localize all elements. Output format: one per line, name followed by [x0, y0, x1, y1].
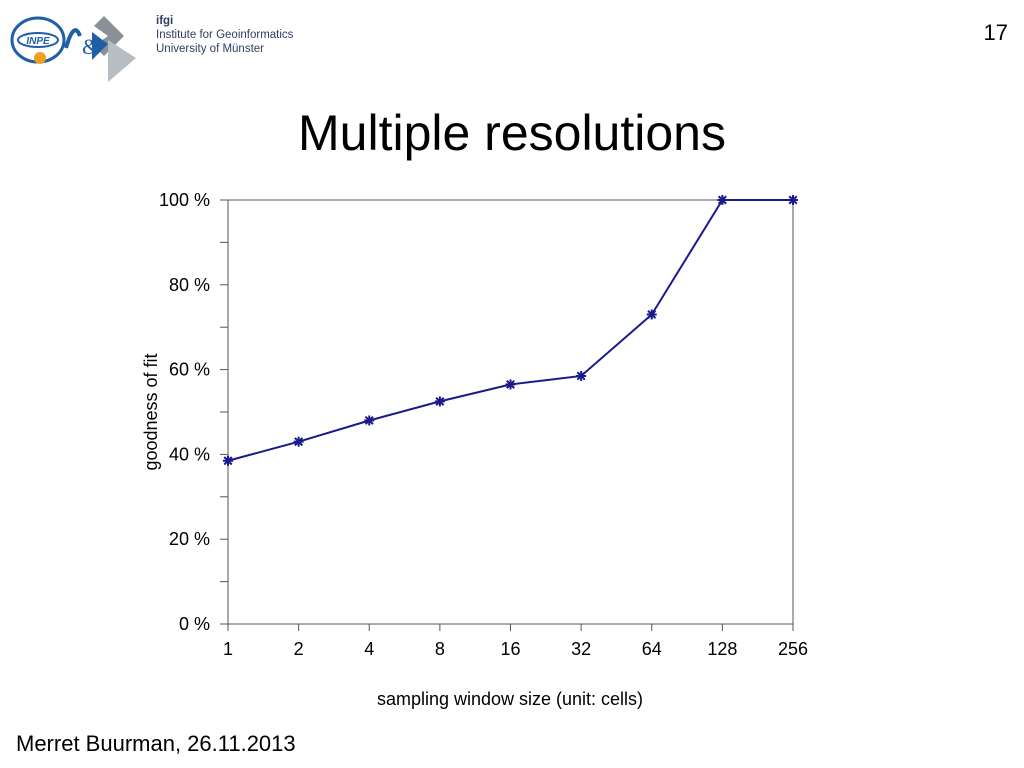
ifgi-institute-name: Institute for Geoinformatics — [156, 29, 294, 41]
data-point-marker — [293, 436, 304, 447]
ifgi-abbr: ifgi — [156, 15, 174, 27]
y-tick-label: 20 % — [169, 529, 210, 549]
y-tick-label: 60 % — [169, 360, 210, 380]
y-tick-label: 40 % — [169, 444, 210, 464]
slide-number: 17 — [983, 20, 1008, 45]
data-point-marker — [505, 379, 516, 390]
data-point-marker — [788, 195, 798, 205]
header-logos: INPE & ifgi Institute for Geoinformatics… — [8, 4, 308, 82]
ifgi-logo-text: ifgi Institute for Geoinformatics Univer… — [156, 14, 293, 56]
data-point-marker — [576, 370, 587, 381]
x-tick-label: 8 — [435, 639, 445, 659]
inpe-ifgi-logo-icon: INPE & — [10, 16, 136, 82]
x-tick-label: 4 — [364, 639, 374, 659]
series-layer — [223, 195, 798, 466]
x-tick-label: 16 — [500, 639, 520, 659]
x-axis-label: sampling window size (unit: cells) — [377, 689, 643, 709]
data-point-marker — [434, 396, 445, 407]
y-axis: 0 % 20 % 40 % 60 % 80 % 100 % — [159, 190, 228, 634]
x-axis: 1 2 4 8 16 32 64 128 256 — [223, 624, 808, 659]
y-axis-label: goodness of fit — [141, 353, 161, 470]
x-tick-label: 128 — [707, 639, 737, 659]
ifgi-university-name: University of Münster — [156, 43, 265, 55]
y-tick-label: 0 % — [179, 614, 210, 634]
footer-author-date: Merret Buurman, 26.11.2013 — [16, 731, 296, 756]
data-point-marker — [223, 455, 233, 466]
y-tick-label: 100 % — [159, 190, 210, 210]
data-point-marker — [646, 309, 657, 320]
x-tick-label: 32 — [571, 639, 591, 659]
series-line — [227, 199, 793, 462]
y-tick-label: 80 % — [169, 275, 210, 295]
inpe-logo-text: INPE — [26, 36, 50, 47]
plot-frame — [227, 199, 794, 625]
x-tick-label: 1 — [223, 639, 233, 659]
data-point-marker — [364, 415, 375, 426]
data-point-marker — [717, 195, 728, 205]
x-tick-label: 64 — [642, 639, 662, 659]
slide-title: Multiple resolutions — [298, 105, 726, 161]
x-tick-label: 2 — [294, 639, 304, 659]
x-tick-label: 256 — [778, 639, 808, 659]
